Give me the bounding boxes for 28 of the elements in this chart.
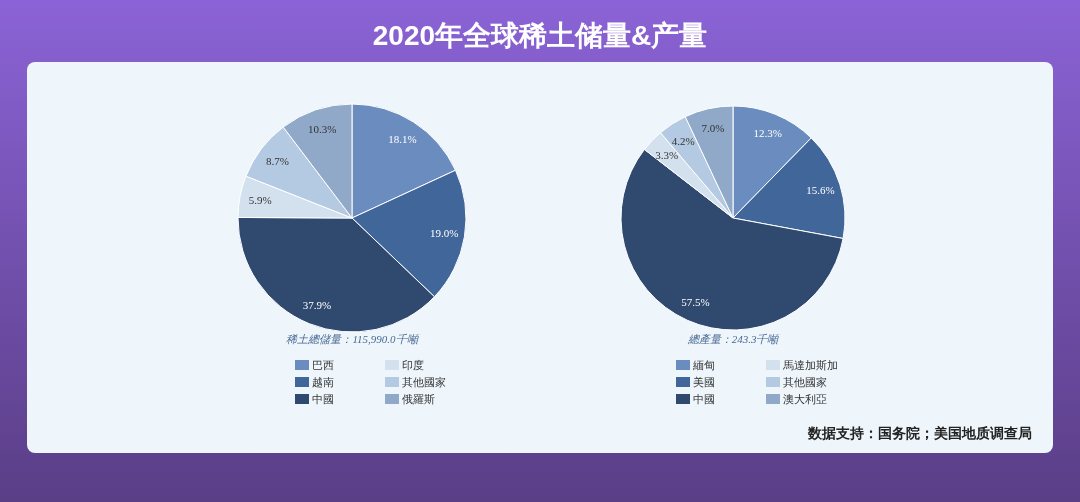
legend-label: 其他國家 — [783, 376, 827, 388]
data-label: 57.5% — [681, 295, 710, 308]
legend-label: 其他國家 — [402, 376, 446, 388]
data-label: 37.9% — [302, 298, 332, 311]
text: 2020年全球稀土储量&产量 — [372, 20, 708, 51]
data-label: 19.0% — [430, 227, 459, 240]
legend-label: 印度 — [402, 359, 424, 371]
text: 数据支持：国务院；美国地质调查局 — [807, 425, 1032, 441]
text: 稀土總儲量：115,990.0千噸 — [286, 333, 420, 345]
data-label: 3.3% — [655, 148, 679, 161]
data-label: 18.1% — [388, 133, 417, 146]
legend-label: 美國 — [693, 376, 715, 388]
legend-label: 馬達加斯加 — [782, 359, 838, 371]
legend-label: 越南 — [312, 376, 334, 388]
legend-label: 澳大利亞 — [783, 393, 827, 405]
data-label: 12.3% — [753, 126, 782, 139]
text: 總產量：243.3千噸 — [686, 333, 781, 345]
legend-label: 緬甸 — [692, 359, 715, 371]
data-label: 8.7% — [266, 155, 290, 168]
data-label: 10.3% — [308, 123, 337, 136]
data-label: 7.0% — [701, 122, 725, 135]
data-label: 5.9% — [248, 194, 272, 207]
legend-label: 中國 — [312, 393, 334, 405]
legend-label: 中國 — [693, 393, 715, 405]
legend-label: 巴西 — [312, 359, 334, 371]
data-label: 4.2% — [671, 134, 695, 147]
legend-label: 俄羅斯 — [402, 393, 435, 405]
data-label: 15.6% — [806, 184, 835, 197]
